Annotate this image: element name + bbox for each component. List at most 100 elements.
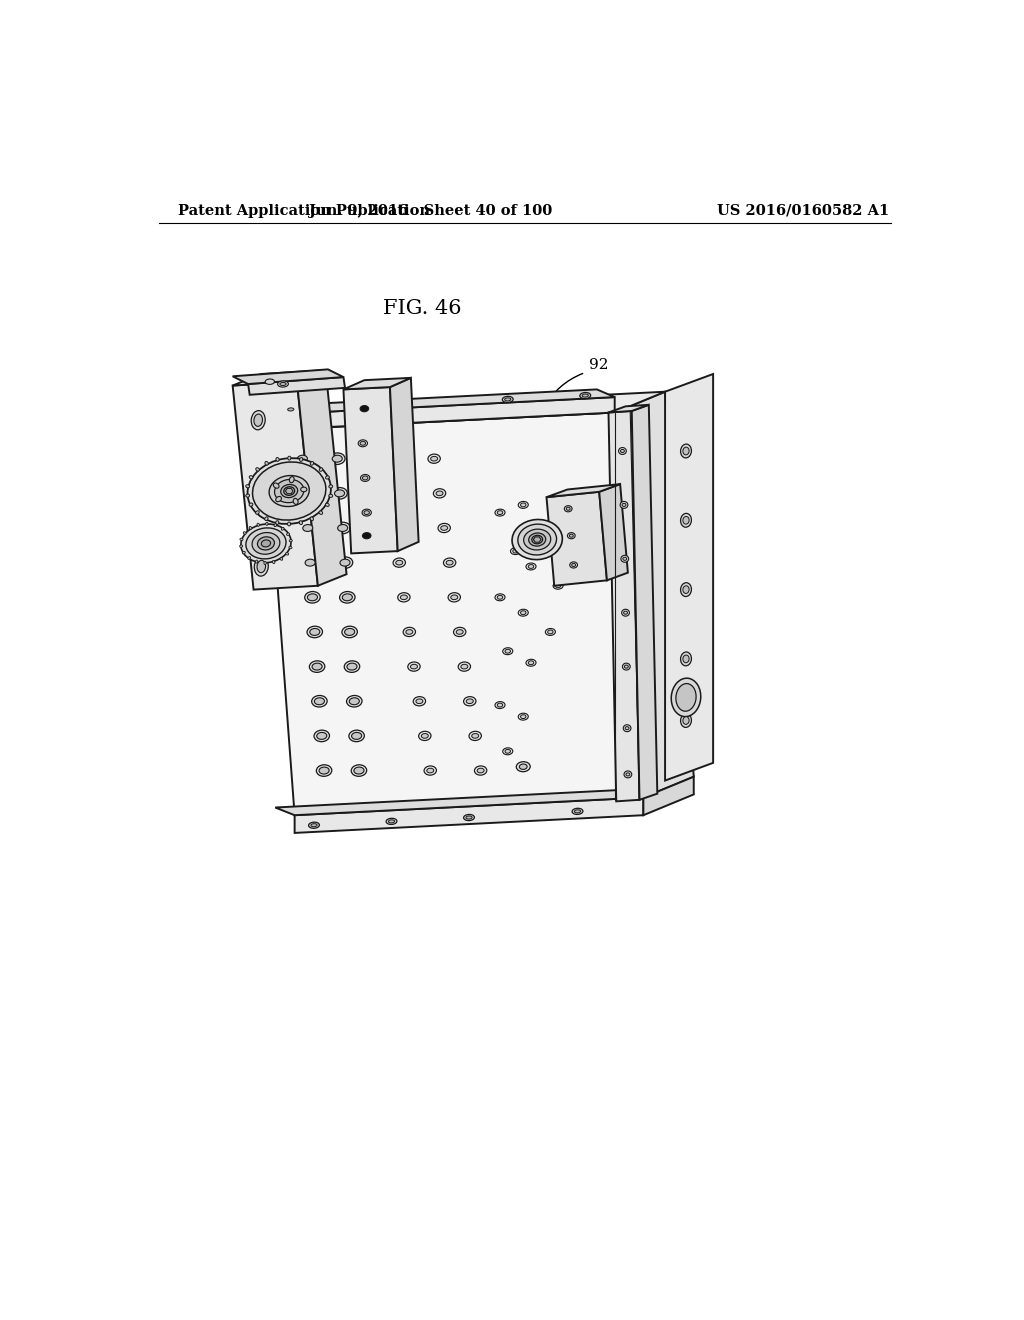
Polygon shape	[643, 776, 693, 816]
Ellipse shape	[542, 532, 552, 539]
Ellipse shape	[555, 583, 561, 587]
Ellipse shape	[286, 407, 296, 413]
Ellipse shape	[349, 730, 365, 742]
Ellipse shape	[255, 560, 258, 564]
Ellipse shape	[683, 516, 689, 524]
Ellipse shape	[567, 532, 575, 539]
Ellipse shape	[569, 562, 578, 568]
Ellipse shape	[416, 698, 423, 704]
Ellipse shape	[338, 524, 348, 532]
Ellipse shape	[273, 483, 280, 488]
Ellipse shape	[349, 698, 359, 705]
Ellipse shape	[305, 591, 321, 603]
Ellipse shape	[360, 405, 369, 412]
Ellipse shape	[248, 557, 251, 560]
Ellipse shape	[246, 494, 250, 498]
Ellipse shape	[436, 491, 443, 496]
Polygon shape	[547, 484, 621, 498]
Polygon shape	[343, 378, 411, 389]
Ellipse shape	[621, 556, 629, 562]
Polygon shape	[295, 797, 643, 833]
Ellipse shape	[351, 764, 367, 776]
Ellipse shape	[523, 529, 551, 550]
Ellipse shape	[305, 560, 315, 566]
Ellipse shape	[282, 528, 284, 531]
Text: Patent Application Publication: Patent Application Publication	[178, 203, 430, 218]
Ellipse shape	[388, 523, 400, 533]
Polygon shape	[534, 537, 541, 543]
Ellipse shape	[626, 774, 630, 776]
Ellipse shape	[457, 630, 463, 635]
Ellipse shape	[362, 477, 368, 480]
Ellipse shape	[681, 582, 691, 597]
Ellipse shape	[246, 484, 250, 488]
Ellipse shape	[342, 626, 357, 638]
Ellipse shape	[288, 457, 291, 461]
Ellipse shape	[672, 678, 700, 717]
Ellipse shape	[520, 503, 526, 507]
Ellipse shape	[319, 767, 329, 774]
Ellipse shape	[411, 664, 418, 669]
Ellipse shape	[265, 523, 268, 525]
Ellipse shape	[289, 546, 292, 549]
Ellipse shape	[265, 462, 268, 465]
Ellipse shape	[360, 441, 366, 445]
Ellipse shape	[264, 561, 266, 565]
Ellipse shape	[505, 750, 510, 754]
Ellipse shape	[531, 536, 543, 544]
Ellipse shape	[290, 477, 294, 483]
Ellipse shape	[240, 539, 243, 540]
Ellipse shape	[275, 496, 282, 502]
Ellipse shape	[621, 502, 628, 508]
Ellipse shape	[351, 733, 361, 739]
Ellipse shape	[414, 697, 426, 706]
Ellipse shape	[251, 411, 265, 430]
Ellipse shape	[681, 513, 691, 527]
Ellipse shape	[265, 517, 268, 520]
Ellipse shape	[257, 523, 259, 527]
Ellipse shape	[280, 557, 283, 560]
Ellipse shape	[505, 649, 510, 653]
Ellipse shape	[307, 626, 323, 638]
Ellipse shape	[253, 462, 326, 520]
Polygon shape	[608, 411, 640, 801]
Ellipse shape	[297, 455, 307, 462]
Ellipse shape	[275, 458, 280, 461]
Ellipse shape	[300, 523, 315, 533]
Ellipse shape	[310, 517, 313, 520]
Ellipse shape	[347, 663, 357, 671]
Ellipse shape	[624, 611, 628, 614]
Ellipse shape	[249, 503, 253, 507]
Polygon shape	[599, 484, 628, 581]
Ellipse shape	[288, 408, 294, 411]
Polygon shape	[248, 389, 614, 414]
Ellipse shape	[345, 628, 354, 635]
Ellipse shape	[466, 816, 472, 820]
Ellipse shape	[303, 524, 313, 532]
Ellipse shape	[284, 487, 295, 495]
Ellipse shape	[310, 462, 313, 465]
Ellipse shape	[505, 397, 511, 401]
Ellipse shape	[390, 525, 397, 531]
Ellipse shape	[503, 748, 513, 755]
Ellipse shape	[280, 383, 286, 385]
Ellipse shape	[329, 494, 333, 498]
Ellipse shape	[548, 630, 553, 634]
Ellipse shape	[244, 532, 246, 535]
Polygon shape	[614, 392, 693, 797]
Ellipse shape	[408, 661, 420, 672]
Ellipse shape	[449, 593, 461, 602]
Ellipse shape	[360, 474, 370, 482]
Ellipse shape	[335, 490, 345, 496]
Ellipse shape	[316, 764, 332, 776]
Polygon shape	[266, 412, 643, 816]
Ellipse shape	[518, 610, 528, 616]
Ellipse shape	[330, 453, 345, 465]
Ellipse shape	[297, 487, 312, 499]
Ellipse shape	[424, 766, 436, 775]
Ellipse shape	[621, 449, 625, 453]
Polygon shape	[232, 381, 317, 590]
Ellipse shape	[511, 548, 520, 554]
Ellipse shape	[454, 627, 466, 636]
Ellipse shape	[528, 661, 534, 665]
